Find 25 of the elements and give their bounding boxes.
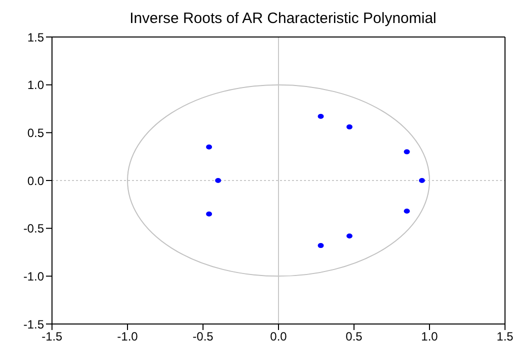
y-tick-label: 1.0 (27, 78, 44, 92)
y-tick-label: -0.5 (23, 222, 44, 236)
point (404, 208, 410, 214)
x-tick-label: 0.0 (270, 330, 288, 344)
y-tick-label: -1.5 (23, 317, 44, 332)
y-tick-label: -1.0 (23, 269, 44, 284)
x-tick-label: -1.5 (42, 330, 63, 344)
y-tick-label: 0.0 (27, 174, 44, 188)
point (318, 114, 324, 119)
x-tick-label: 1.5 (496, 330, 514, 344)
point (418, 178, 425, 183)
x-tick-label: 1.0 (421, 330, 438, 344)
point (318, 243, 324, 248)
point (404, 149, 410, 154)
point (346, 233, 352, 238)
x-tick-label: -1.0 (117, 330, 138, 344)
point (215, 178, 222, 183)
point (346, 124, 352, 130)
x-tick-label: -0.5 (192, 330, 214, 344)
y-tick-label: 0.5 (27, 126, 44, 140)
y-tick-label: 1.5 (27, 30, 44, 44)
point (206, 211, 212, 216)
point (206, 144, 212, 150)
x-tick-label: 0.5 (346, 330, 363, 344)
chart-title: Inverse Roots of AR Characteristic Polynomial (128, 9, 438, 29)
